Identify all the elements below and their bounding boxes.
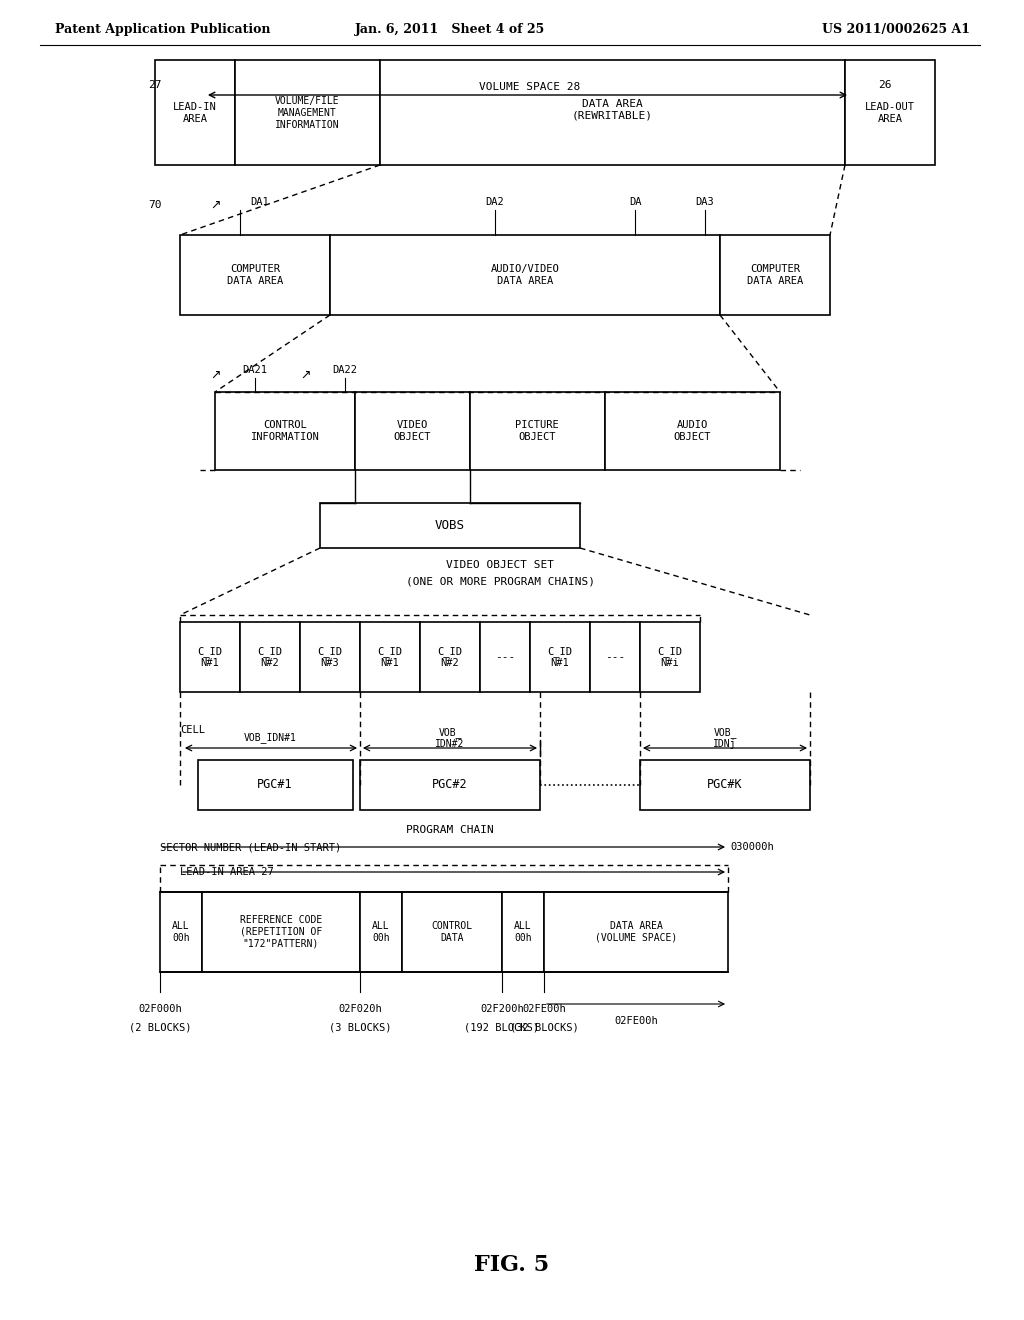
FancyBboxPatch shape — [215, 392, 355, 470]
Text: C_ID
N#1: C_ID N#1 — [548, 645, 572, 668]
Text: COMPUTER
DATA AREA: COMPUTER DATA AREA — [746, 264, 803, 286]
Text: VIDEO OBJECT SET: VIDEO OBJECT SET — [446, 560, 554, 570]
FancyBboxPatch shape — [180, 622, 240, 692]
Text: C_ID
N#3: C_ID N#3 — [317, 645, 342, 668]
FancyBboxPatch shape — [502, 892, 544, 972]
Text: 26: 26 — [879, 81, 892, 90]
Text: C_ID
N#1: C_ID N#1 — [378, 645, 402, 668]
FancyBboxPatch shape — [605, 392, 780, 470]
FancyBboxPatch shape — [720, 235, 830, 315]
Text: $\nearrow$: $\nearrow$ — [298, 368, 311, 381]
Text: ---: --- — [605, 652, 625, 663]
Text: C_ID
N#2: C_ID N#2 — [437, 645, 463, 668]
FancyBboxPatch shape — [360, 760, 540, 810]
Text: COMPUTER
DATA AREA: COMPUTER DATA AREA — [227, 264, 283, 286]
Text: C_ID
N#i: C_ID N#i — [657, 645, 683, 668]
Text: DA2: DA2 — [485, 197, 505, 207]
Text: CONTROL
INFORMATION: CONTROL INFORMATION — [251, 420, 319, 442]
Text: DA21: DA21 — [243, 366, 267, 375]
FancyBboxPatch shape — [319, 503, 580, 548]
FancyBboxPatch shape — [300, 622, 360, 692]
Text: 02FE00h: 02FE00h — [522, 1005, 566, 1014]
Text: REFERENCE CODE
(REPETITION OF
"172"PATTERN): REFERENCE CODE (REPETITION OF "172"PATTE… — [240, 915, 323, 949]
FancyBboxPatch shape — [544, 892, 728, 972]
Text: 02FE00h: 02FE00h — [614, 1016, 657, 1026]
Text: ---: --- — [495, 652, 515, 663]
Text: AUDIO/VIDEO
DATA AREA: AUDIO/VIDEO DATA AREA — [490, 264, 559, 286]
Text: PROGRAM CHAIN: PROGRAM CHAIN — [407, 825, 494, 836]
Text: C_ID
N#1: C_ID N#1 — [198, 645, 222, 668]
Text: PICTURE
OBJECT: PICTURE OBJECT — [515, 420, 559, 442]
FancyBboxPatch shape — [420, 622, 480, 692]
Text: (3 BLOCKS): (3 BLOCKS) — [329, 1022, 391, 1032]
FancyBboxPatch shape — [380, 59, 845, 165]
Text: ALL
00h: ALL 00h — [172, 921, 189, 942]
Text: DA3: DA3 — [695, 197, 715, 207]
Text: DA1: DA1 — [251, 197, 269, 207]
Text: FIG. 5: FIG. 5 — [474, 1254, 550, 1276]
Text: (32 BLOCKS): (32 BLOCKS) — [510, 1022, 579, 1032]
Text: (192 BLOCKS): (192 BLOCKS) — [465, 1022, 540, 1032]
FancyBboxPatch shape — [640, 622, 700, 692]
Text: AUDIO
OBJECT: AUDIO OBJECT — [673, 420, 711, 442]
Text: VOB_
IDN#2: VOB_ IDN#2 — [435, 727, 465, 750]
Text: DATA AREA
(REWRITABLE): DATA AREA (REWRITABLE) — [571, 99, 652, 121]
FancyBboxPatch shape — [360, 892, 402, 972]
Text: (ONE OR MORE PROGRAM CHAINS): (ONE OR MORE PROGRAM CHAINS) — [406, 577, 595, 587]
FancyBboxPatch shape — [180, 235, 330, 315]
FancyBboxPatch shape — [360, 622, 420, 692]
Text: VOB_IDN#1: VOB_IDN#1 — [244, 733, 296, 743]
Text: VIDEO
OBJECT: VIDEO OBJECT — [393, 420, 431, 442]
Text: DA22: DA22 — [333, 366, 357, 375]
FancyBboxPatch shape — [640, 760, 810, 810]
FancyBboxPatch shape — [202, 892, 360, 972]
Text: 70: 70 — [148, 201, 162, 210]
Text: VOLUME/FILE
MANAGEMENT
INFORMATION: VOLUME/FILE MANAGEMENT INFORMATION — [274, 96, 339, 129]
FancyBboxPatch shape — [590, 622, 640, 692]
Text: VOLUME SPACE 28: VOLUME SPACE 28 — [479, 82, 581, 92]
Text: $\nearrow$: $\nearrow$ — [209, 198, 221, 211]
FancyBboxPatch shape — [155, 59, 234, 165]
Text: DATA AREA
(VOLUME SPACE): DATA AREA (VOLUME SPACE) — [595, 921, 677, 942]
Text: C_ID
N#2: C_ID N#2 — [257, 645, 283, 668]
Text: PGC#2: PGC#2 — [432, 779, 468, 792]
Text: 030000h: 030000h — [730, 842, 774, 851]
FancyBboxPatch shape — [330, 235, 720, 315]
Text: (2 BLOCKS): (2 BLOCKS) — [129, 1022, 191, 1032]
Text: LEAD-IN
AREA: LEAD-IN AREA — [173, 102, 217, 124]
Text: VOBS: VOBS — [435, 519, 465, 532]
Text: US 2011/0002625 A1: US 2011/0002625 A1 — [822, 24, 970, 37]
Text: 02F000h: 02F000h — [138, 1005, 182, 1014]
FancyBboxPatch shape — [355, 392, 470, 470]
Text: CELL: CELL — [180, 725, 205, 735]
Text: 02F200h: 02F200h — [480, 1005, 524, 1014]
Text: DA: DA — [629, 197, 641, 207]
FancyBboxPatch shape — [845, 59, 935, 165]
Text: Jan. 6, 2011   Sheet 4 of 25: Jan. 6, 2011 Sheet 4 of 25 — [355, 24, 545, 37]
Text: ALL
00h: ALL 00h — [372, 921, 390, 942]
Text: $\nearrow$: $\nearrow$ — [209, 368, 221, 381]
Text: Patent Application Publication: Patent Application Publication — [55, 24, 270, 37]
FancyBboxPatch shape — [530, 622, 590, 692]
Text: CONTROL
DATA: CONTROL DATA — [431, 921, 472, 942]
FancyBboxPatch shape — [160, 892, 202, 972]
Text: 27: 27 — [148, 81, 162, 90]
Text: LEAD-OUT
AREA: LEAD-OUT AREA — [865, 102, 915, 124]
Text: VOB_
IDNj: VOB_ IDNj — [714, 727, 736, 750]
FancyBboxPatch shape — [480, 622, 530, 692]
FancyBboxPatch shape — [234, 59, 380, 165]
Text: LEAD-IN AREA 27: LEAD-IN AREA 27 — [180, 867, 273, 876]
Text: PGC#1: PGC#1 — [257, 779, 293, 792]
Text: SECTOR NUMBER (LEAD-IN START): SECTOR NUMBER (LEAD-IN START) — [160, 842, 341, 851]
FancyBboxPatch shape — [402, 892, 502, 972]
Text: PGC#K: PGC#K — [708, 779, 742, 792]
FancyBboxPatch shape — [470, 392, 605, 470]
Text: 02F020h: 02F020h — [338, 1005, 382, 1014]
FancyBboxPatch shape — [240, 622, 300, 692]
FancyBboxPatch shape — [198, 760, 353, 810]
Text: ALL
00h: ALL 00h — [514, 921, 531, 942]
